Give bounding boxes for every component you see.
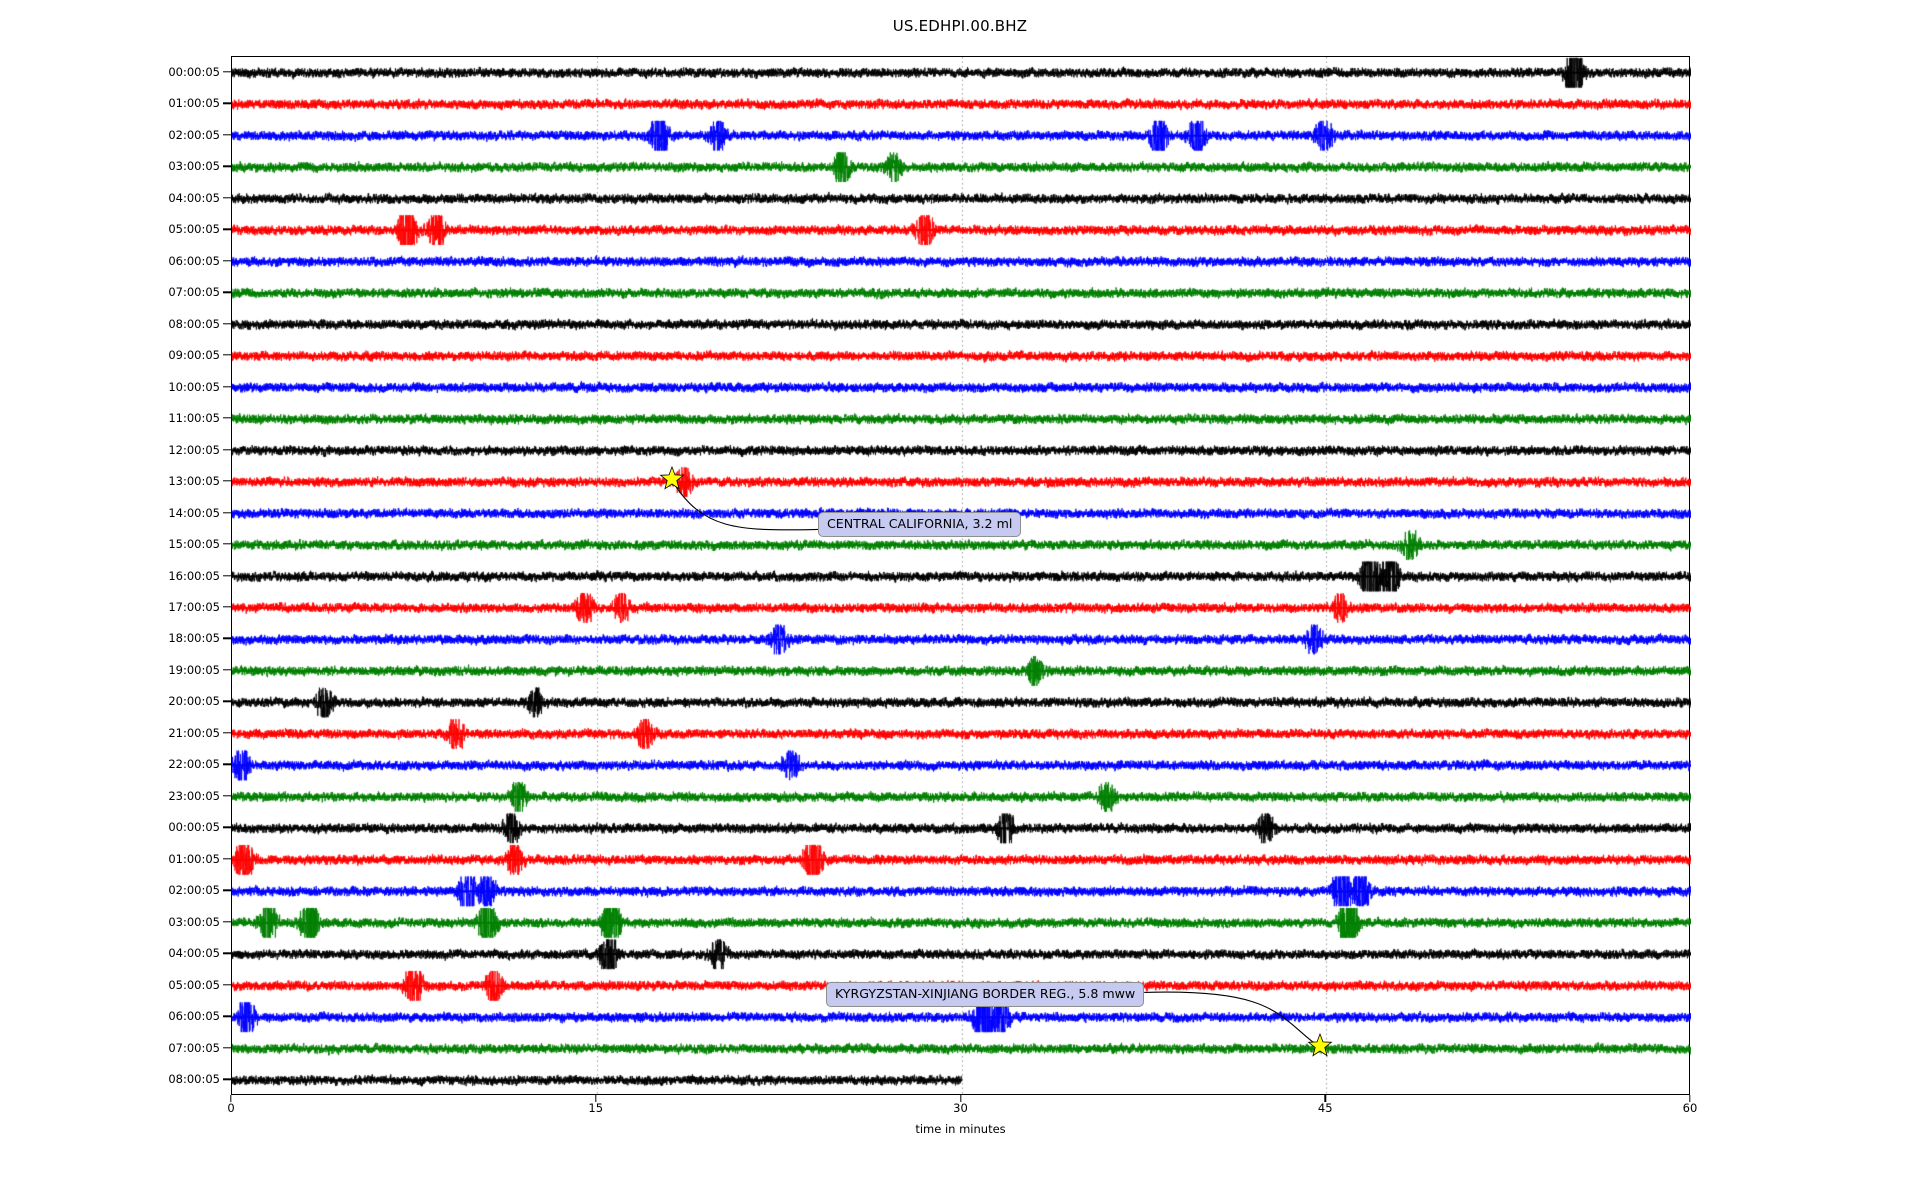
y-tick-mark <box>223 354 231 356</box>
y-tick-mark <box>223 889 231 892</box>
x-tick-label: 30 <box>953 1101 968 1115</box>
y-tick-label: 14:00:05 <box>168 505 220 520</box>
x-tick-mark <box>959 1095 962 1102</box>
y-tick-label: 03:00:05 <box>168 914 220 929</box>
page-title: US.EDHPI.00.BHZ <box>892 17 1028 35</box>
y-tick-mark <box>223 921 231 923</box>
star-icon <box>659 465 685 496</box>
y-tick-mark <box>223 417 231 419</box>
y-tick-mark <box>223 858 231 860</box>
y-tick-label: 02:00:05 <box>168 127 220 142</box>
y-tick-label: 19:00:05 <box>168 662 220 677</box>
y-tick-mark <box>223 826 231 829</box>
x-tick-label: 15 <box>588 1101 604 1115</box>
y-tick-mark <box>223 322 231 325</box>
x-tick-mark <box>595 1095 597 1102</box>
y-tick-label: 22:00:05 <box>168 757 220 772</box>
y-tick-label: 17:00:05 <box>168 599 220 614</box>
y-tick-mark <box>223 543 231 545</box>
y-tick-label: 01:00:05 <box>168 851 220 866</box>
y-tick-mark <box>223 795 231 797</box>
y-tick-mark <box>223 1015 231 1017</box>
y-tick-mark <box>223 606 231 608</box>
y-tick-label: 07:00:05 <box>168 285 220 300</box>
y-tick-mark <box>223 228 231 230</box>
y-tick-mark <box>223 385 231 388</box>
y-tick-label: 08:00:05 <box>168 316 220 331</box>
y-tick-label: 05:00:05 <box>168 222 220 237</box>
star-icon <box>1307 1032 1333 1063</box>
y-tick-mark <box>223 448 231 451</box>
annotation-central-california[interactable]: CENTRAL CALIFORNIA, 3.2 ml <box>818 512 1022 537</box>
y-tick-label: 10:00:05 <box>168 379 220 394</box>
x-tick-label: 45 <box>1317 1101 1333 1115</box>
y-tick-mark <box>223 763 231 766</box>
y-tick-label: 02:00:05 <box>168 883 220 898</box>
y-tick-mark <box>223 291 231 293</box>
x-axis-title: time in minutes <box>915 1122 1006 1136</box>
y-tick-mark <box>223 1078 231 1080</box>
y-tick-mark <box>223 102 231 104</box>
y-tick-label: 01:00:05 <box>168 96 220 111</box>
y-tick-label: 12:00:05 <box>168 442 220 457</box>
y-tick-mark <box>223 732 231 734</box>
y-tick-mark <box>223 196 231 199</box>
y-tick-label: 04:00:05 <box>168 190 220 205</box>
y-tick-mark <box>223 984 231 986</box>
y-tick-label: 06:00:05 <box>168 1009 220 1024</box>
y-tick-mark <box>223 480 231 482</box>
y-tick-mark <box>223 71 231 73</box>
y-tick-mark <box>223 637 231 640</box>
y-tick-mark <box>223 1047 231 1049</box>
y-tick-label: 13:00:05 <box>168 474 220 489</box>
y-tick-label: 03:00:05 <box>168 159 220 174</box>
y-tick-label: 11:00:05 <box>168 411 220 426</box>
y-tick-label: 06:00:05 <box>168 253 220 268</box>
y-tick-label: 18:00:05 <box>168 631 220 646</box>
y-tick-mark <box>223 669 231 671</box>
seismogram-traces <box>232 57 1691 1096</box>
y-tick-mark <box>223 952 231 955</box>
y-tick-label: 09:00:05 <box>168 348 220 363</box>
x-tick-label: 0 <box>227 1101 235 1115</box>
y-tick-label: 15:00:05 <box>168 537 220 551</box>
x-tick-label: 60 <box>1682 1101 1698 1115</box>
x-tick-mark <box>1324 1095 1326 1102</box>
y-tick-label: 21:00:05 <box>168 725 220 740</box>
y-tick-label: 00:00:05 <box>168 64 220 79</box>
plot-area <box>231 56 1691 1096</box>
y-tick-mark <box>223 574 231 577</box>
y-tick-mark <box>223 165 231 167</box>
y-tick-label: 07:00:05 <box>168 1040 220 1055</box>
y-tick-label: 16:00:05 <box>168 568 220 583</box>
x-tick-mark <box>230 1095 232 1102</box>
y-tick-label: 08:00:05 <box>168 1072 220 1087</box>
y-tick-label: 20:00:05 <box>168 694 220 709</box>
y-tick-mark <box>223 511 231 514</box>
y-tick-mark <box>223 259 231 262</box>
y-tick-mark <box>223 700 231 703</box>
y-tick-label: 23:00:05 <box>168 788 220 803</box>
y-tick-label: 04:00:05 <box>168 946 220 961</box>
y-tick-mark <box>223 134 231 136</box>
y-tick-label: 00:00:05 <box>168 820 220 835</box>
y-tick-label: 05:00:05 <box>168 977 220 992</box>
annotation-kyrgyzstan-xinjiang[interactable]: KYRGYZSTAN-XINJIANG BORDER REG., 5.8 mww <box>826 982 1145 1007</box>
x-tick-mark <box>1689 1095 1691 1102</box>
